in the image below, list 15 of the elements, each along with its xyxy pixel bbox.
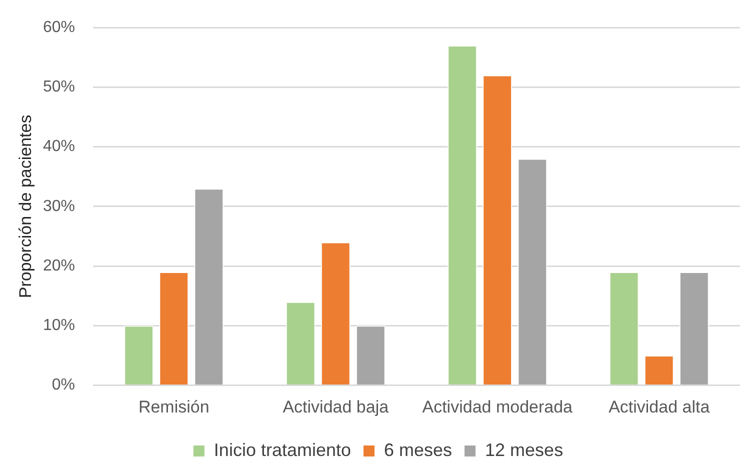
x-tick-label: Actividad baja [282,397,390,416]
legend-label: Inicio tratamiento [214,440,352,460]
x-tick-label: Actividad moderada [422,397,574,416]
y-tick-label: 0% [52,376,75,394]
legend-label: 6 meses [384,440,452,460]
y-tick-label: 40% [42,138,75,156]
x-tick-label: Actividad alta [608,397,710,416]
y-tick-label: 20% [42,257,75,274]
y-tick-label: 50% [42,78,75,96]
y-tick-label: 60% [42,19,75,36]
y-axis-title: Proporción de pacientes [16,114,35,298]
x-tick-label: Remisión [138,397,210,416]
y-tick-label: 30% [42,198,75,215]
legend-label: 12 meses [485,440,564,460]
y-tick-label: 10% [42,317,75,334]
